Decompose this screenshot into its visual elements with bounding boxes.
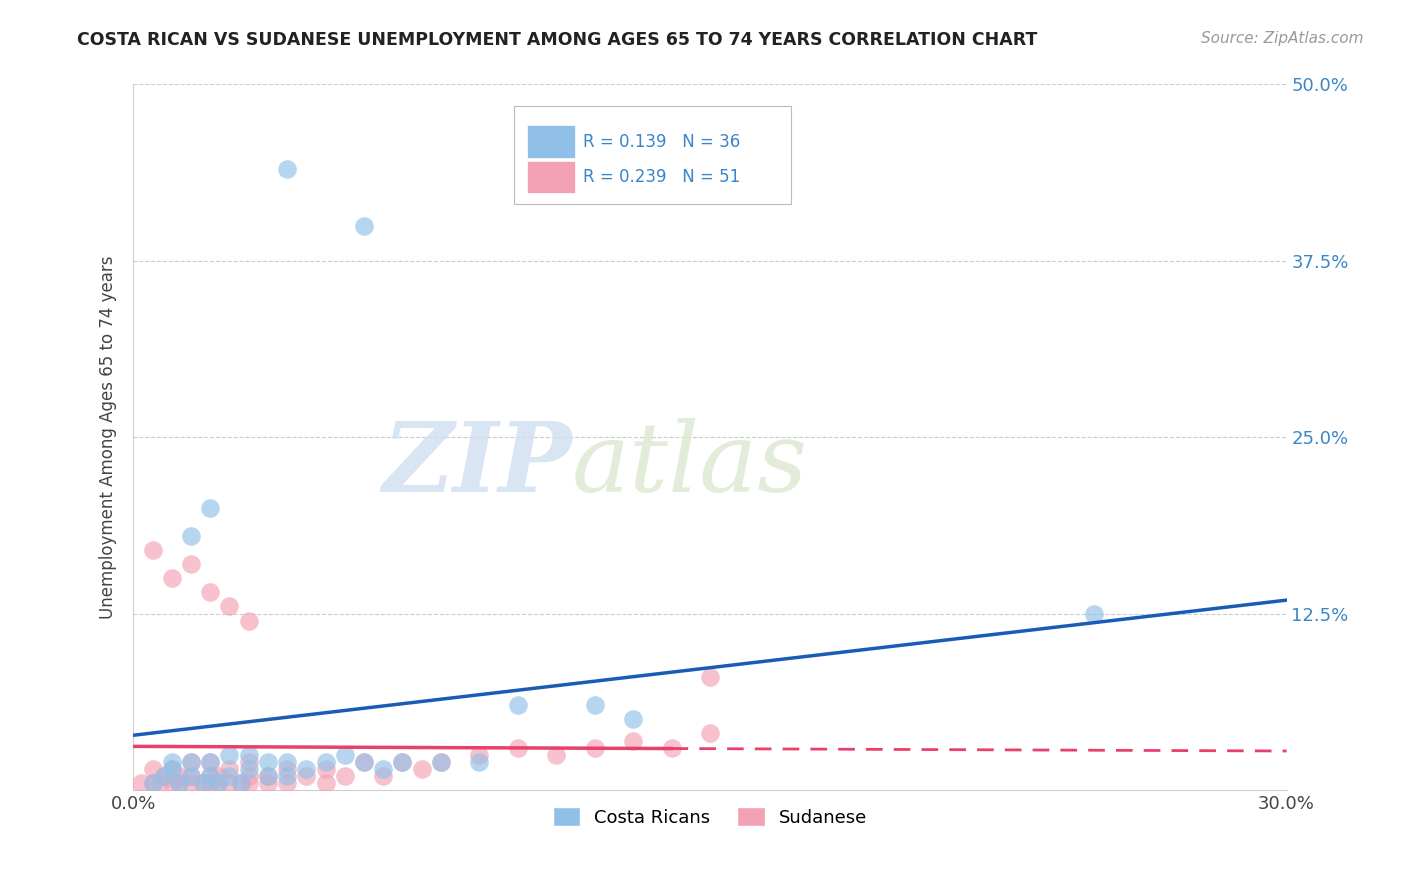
Point <box>238 755 260 769</box>
Point <box>200 585 222 599</box>
Point <box>218 776 240 790</box>
Point <box>200 755 222 769</box>
Text: R = 0.139   N = 36: R = 0.139 N = 36 <box>583 133 741 151</box>
Point <box>207 776 229 790</box>
Point <box>191 776 214 790</box>
Point <box>315 762 337 776</box>
Point <box>218 747 240 762</box>
Point <box>218 762 240 776</box>
Point <box>160 776 183 790</box>
Point <box>200 500 222 515</box>
Point <box>373 769 395 783</box>
Point <box>180 755 202 769</box>
Point <box>169 776 191 790</box>
Point <box>257 769 280 783</box>
Point <box>468 755 491 769</box>
Point <box>218 769 240 783</box>
Point <box>506 740 529 755</box>
Point <box>238 776 260 790</box>
Point <box>200 776 222 790</box>
Point <box>142 762 165 776</box>
Point <box>160 755 183 769</box>
Point <box>238 769 260 783</box>
Point <box>430 755 453 769</box>
Point <box>353 755 375 769</box>
Point <box>180 769 202 783</box>
Point <box>169 776 191 790</box>
Point <box>257 755 280 769</box>
Point <box>315 755 337 769</box>
Point <box>129 776 152 790</box>
Point <box>207 776 229 790</box>
Point <box>353 755 375 769</box>
FancyBboxPatch shape <box>527 161 575 193</box>
Point <box>160 571 183 585</box>
Point <box>238 762 260 776</box>
FancyBboxPatch shape <box>527 126 575 158</box>
Point <box>468 747 491 762</box>
Point <box>257 769 280 783</box>
Point <box>661 740 683 755</box>
Point <box>295 762 318 776</box>
Point <box>229 776 252 790</box>
Point <box>169 769 191 783</box>
Point <box>373 762 395 776</box>
Point <box>238 614 260 628</box>
FancyBboxPatch shape <box>515 105 790 204</box>
Point <box>391 755 413 769</box>
Point <box>238 747 260 762</box>
Point <box>180 769 202 783</box>
Y-axis label: Unemployment Among Ages 65 to 74 years: Unemployment Among Ages 65 to 74 years <box>100 255 117 619</box>
Point <box>200 755 222 769</box>
Point <box>276 762 298 776</box>
Point <box>180 776 202 790</box>
Point <box>142 776 165 790</box>
Point <box>180 557 202 571</box>
Point <box>276 162 298 177</box>
Point <box>180 755 202 769</box>
Point <box>160 762 183 776</box>
Point <box>1083 607 1105 621</box>
Point <box>180 529 202 543</box>
Point <box>149 776 172 790</box>
Point <box>276 776 298 790</box>
Point <box>142 543 165 558</box>
Legend: Costa Ricans, Sudanese: Costa Ricans, Sudanese <box>546 800 875 834</box>
Point <box>276 755 298 769</box>
Point <box>315 776 337 790</box>
Point <box>699 726 721 740</box>
Point <box>506 698 529 713</box>
Point <box>621 712 644 726</box>
Point <box>160 762 183 776</box>
Text: ZIP: ZIP <box>382 418 572 512</box>
Point <box>430 755 453 769</box>
Point <box>218 599 240 614</box>
Text: R = 0.239   N = 51: R = 0.239 N = 51 <box>583 168 741 186</box>
Point <box>583 740 606 755</box>
Point <box>546 747 568 762</box>
Point <box>207 769 229 783</box>
Point <box>276 769 298 783</box>
Text: COSTA RICAN VS SUDANESE UNEMPLOYMENT AMONG AGES 65 TO 74 YEARS CORRELATION CHART: COSTA RICAN VS SUDANESE UNEMPLOYMENT AMO… <box>77 31 1038 49</box>
Point <box>699 670 721 684</box>
Point <box>142 776 165 790</box>
Text: atlas: atlas <box>572 418 807 512</box>
Point <box>257 776 280 790</box>
Point <box>411 762 433 776</box>
Point <box>191 776 214 790</box>
Point <box>153 769 176 783</box>
Point <box>333 769 356 783</box>
Point <box>583 698 606 713</box>
Point <box>153 769 176 783</box>
Point <box>621 733 644 747</box>
Text: Source: ZipAtlas.com: Source: ZipAtlas.com <box>1201 31 1364 46</box>
Point <box>353 219 375 233</box>
Point <box>391 755 413 769</box>
Point <box>200 769 222 783</box>
Point <box>200 769 222 783</box>
Point <box>333 747 356 762</box>
Point <box>295 769 318 783</box>
Point <box>229 776 252 790</box>
